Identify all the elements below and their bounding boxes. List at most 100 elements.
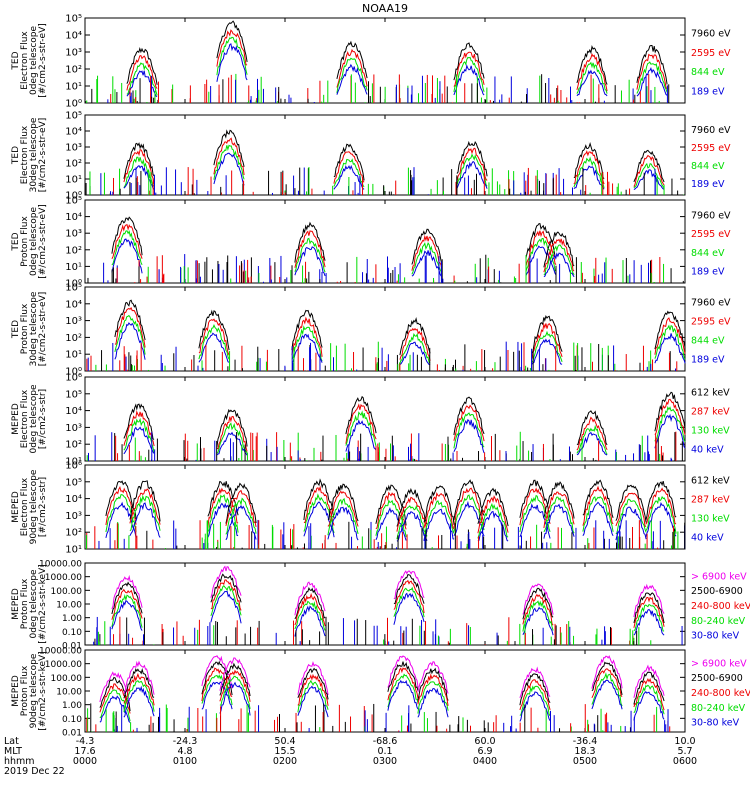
series-line bbox=[417, 681, 449, 714]
series-line bbox=[129, 502, 161, 538]
series-line bbox=[327, 506, 359, 541]
series-line bbox=[633, 149, 665, 183]
y-axis-label-line: 0deg telescope bbox=[29, 26, 39, 96]
series-line bbox=[573, 150, 605, 185]
series-line bbox=[111, 574, 143, 610]
series-line bbox=[375, 484, 407, 526]
series-line bbox=[417, 661, 449, 694]
series-line bbox=[522, 593, 554, 626]
data-burst bbox=[636, 45, 668, 97]
y-tick-label: 10⁰ bbox=[65, 279, 82, 290]
y-axis-label-line: TED bbox=[11, 320, 21, 339]
series-line bbox=[210, 573, 242, 603]
x-row-label: hhmm bbox=[4, 756, 35, 767]
series-line bbox=[399, 341, 431, 366]
x-tick-label: 0100 bbox=[173, 756, 197, 767]
x-tick-label: -4.3 bbox=[76, 736, 95, 747]
series-line bbox=[396, 487, 428, 527]
series-line bbox=[519, 479, 551, 519]
series-line bbox=[453, 404, 485, 442]
legend-entry: 40 keV bbox=[691, 445, 724, 456]
series-line bbox=[333, 143, 365, 181]
y-axis-label-line: MEPED bbox=[11, 403, 21, 435]
x-tick-label: 60.0 bbox=[474, 736, 495, 747]
y-tick-label: 10⁴ bbox=[65, 212, 82, 223]
y-tick-label: 10⁴ bbox=[65, 31, 82, 42]
data-burst bbox=[111, 216, 143, 274]
legend-entry: 844 eV bbox=[691, 336, 725, 347]
series-line bbox=[615, 484, 647, 523]
series-line bbox=[123, 142, 155, 179]
data-burst bbox=[393, 570, 425, 625]
series-line bbox=[294, 237, 326, 273]
data-burst bbox=[453, 42, 485, 96]
series-line bbox=[522, 587, 554, 620]
series-line bbox=[198, 324, 230, 360]
series-line bbox=[123, 403, 155, 440]
series-line bbox=[396, 505, 428, 540]
series-line bbox=[636, 67, 668, 97]
background-noise bbox=[93, 616, 683, 645]
legend-entry: 240-800 keV bbox=[691, 601, 750, 612]
data-burst bbox=[336, 40, 368, 95]
y-axis-label: MEPEDProton Flux90deg telescope[#/cm2-s-… bbox=[11, 651, 48, 730]
y-tick-label: 10¹ bbox=[65, 82, 82, 93]
series-line bbox=[333, 158, 365, 188]
series-line bbox=[303, 493, 335, 534]
series-line bbox=[333, 164, 365, 190]
data-burst bbox=[591, 655, 623, 710]
series-line bbox=[303, 501, 335, 538]
series-line bbox=[129, 488, 161, 525]
series-line bbox=[114, 306, 146, 348]
series-line bbox=[453, 51, 485, 87]
panel-2: 10⁰ 10¹ 10² 10³ 10⁴ 10⁵ TEDElectron Flux30deg … bbox=[11, 111, 731, 202]
y-tick-label: 10⁰ bbox=[65, 99, 82, 110]
series-line bbox=[543, 481, 575, 519]
y-axis-label-line: TED bbox=[11, 146, 21, 165]
series-line bbox=[387, 661, 419, 692]
x-tick-label: -36.4 bbox=[573, 736, 598, 747]
data-burst bbox=[225, 482, 257, 541]
series-line bbox=[297, 679, 329, 713]
legend-entry: 189 eV bbox=[691, 179, 725, 190]
data-burst bbox=[297, 660, 329, 718]
series-line bbox=[225, 482, 257, 524]
series-line bbox=[519, 679, 551, 711]
y-axis-label-line: [#/cm2-s-str-eV] bbox=[38, 292, 48, 367]
series-line bbox=[582, 501, 614, 537]
series-line bbox=[582, 496, 614, 532]
data-burst bbox=[291, 309, 323, 363]
panel-8: 0.010.101.0010.00100.001000.0010000.00ME… bbox=[11, 647, 750, 739]
series-line bbox=[219, 669, 251, 702]
legend-entry: 7960 eV bbox=[691, 29, 731, 40]
y-axis-label-line: [#/cm2-s-str-keV] bbox=[38, 564, 48, 643]
data-burst bbox=[294, 581, 326, 637]
series-line bbox=[294, 600, 326, 631]
series-line bbox=[543, 238, 575, 273]
x-tick-label: 6.9 bbox=[477, 746, 492, 757]
series-line bbox=[213, 144, 245, 180]
y-tick-label: 10.00 bbox=[56, 601, 82, 611]
data-burst bbox=[198, 309, 230, 363]
series-line bbox=[294, 246, 326, 277]
series-line bbox=[294, 581, 326, 616]
series-line bbox=[327, 490, 359, 527]
legend-entry: 2595 eV bbox=[691, 143, 731, 154]
series-line bbox=[633, 596, 665, 628]
series-line bbox=[303, 478, 335, 521]
y-tick-label: 10³ bbox=[65, 48, 82, 59]
series-line bbox=[294, 587, 326, 620]
series-line bbox=[219, 657, 251, 691]
data-burst bbox=[543, 481, 575, 539]
series-line bbox=[453, 396, 485, 436]
y-tick-label: 10⁰ bbox=[65, 367, 82, 378]
data-burst bbox=[375, 484, 407, 541]
series-line bbox=[411, 228, 443, 266]
y-axis-label-line: 0deg telescope bbox=[29, 207, 39, 277]
y-tick-label: 10⁵ bbox=[65, 196, 82, 207]
series-line bbox=[345, 403, 377, 444]
y-axis-label-line: 30deg telescope bbox=[29, 291, 39, 366]
x-tick-label: 4.8 bbox=[177, 746, 192, 757]
series-line bbox=[654, 413, 686, 449]
series-line bbox=[111, 600, 143, 631]
